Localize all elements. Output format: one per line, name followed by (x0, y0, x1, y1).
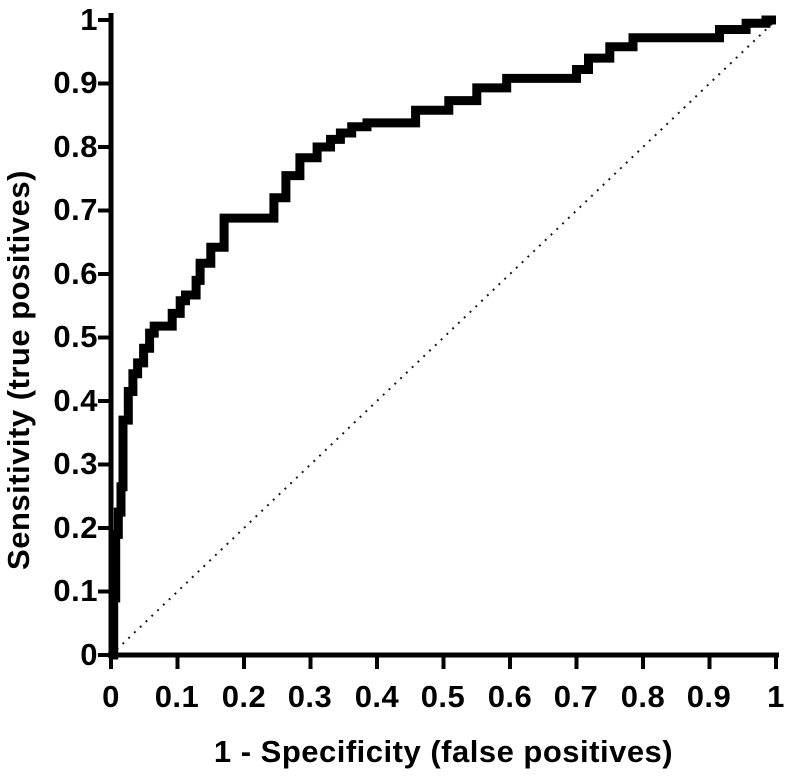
x-tick-label-0.6: 0.6 (487, 679, 533, 714)
y-tick-label-0.2: 0.2 (53, 510, 98, 545)
y-tick-label-0.1: 0.1 (53, 573, 98, 608)
y-axis-title: Sensitivity (true positives) (1, 170, 36, 570)
x-tick-label-0.9: 0.9 (686, 679, 732, 714)
x-tick-label-0.1: 0.1 (154, 679, 200, 714)
x-tick-label-0.3: 0.3 (287, 679, 333, 714)
x-tick-label-0.4: 0.4 (354, 679, 400, 714)
x-tick-label-0: 0 (102, 679, 120, 714)
x-tick-label-0.2: 0.2 (221, 679, 267, 714)
y-tick-label-0.7: 0.7 (53, 192, 98, 227)
roc-curve-line (109, 15, 776, 660)
x-tick-label-0.5: 0.5 (420, 679, 466, 714)
y-tick-label-0.3: 0.3 (53, 446, 98, 481)
y-tick-label-0.6: 0.6 (53, 256, 98, 291)
x-tick-label-0.8: 0.8 (620, 679, 666, 714)
y-tick-label-0.9: 0.9 (53, 65, 98, 100)
x-tick-label-1: 1 (767, 679, 785, 714)
y-tick-label-0.8: 0.8 (53, 129, 98, 164)
y-tick-label-0.5: 0.5 (53, 319, 98, 354)
x-tick-label-0.7: 0.7 (553, 679, 599, 714)
y-tick-label-0: 0 (80, 637, 98, 672)
chance-diagonal-line (110, 19, 777, 656)
y-tick-label-1: 1 (80, 2, 98, 37)
x-axis-title: 1 - Specificity (false positives) (213, 734, 674, 769)
y-tick-label-0.4: 0.4 (53, 383, 98, 418)
axes (98, 13, 779, 669)
